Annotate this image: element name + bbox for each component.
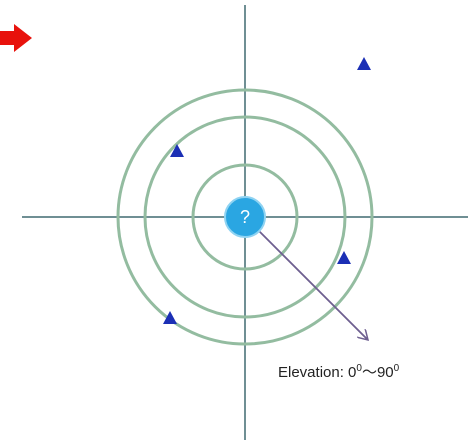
ring [191, 163, 299, 271]
receiver-label: ? [240, 207, 250, 227]
label-sup: 0 [394, 363, 400, 374]
satellite [337, 251, 351, 264]
label-part: ～90 [362, 364, 394, 381]
satellite [170, 144, 184, 157]
satellite [357, 57, 371, 70]
elevation-arrow [244, 216, 368, 340]
elevation-label: Elevation: 00～900 [278, 363, 400, 381]
label-part: Elevation: 0 [278, 364, 356, 381]
label-sup: 0 [356, 363, 362, 374]
receiver [224, 196, 266, 238]
ring [116, 88, 374, 346]
ring [143, 115, 347, 319]
satellite [163, 311, 177, 324]
red-arrow [0, 24, 32, 52]
